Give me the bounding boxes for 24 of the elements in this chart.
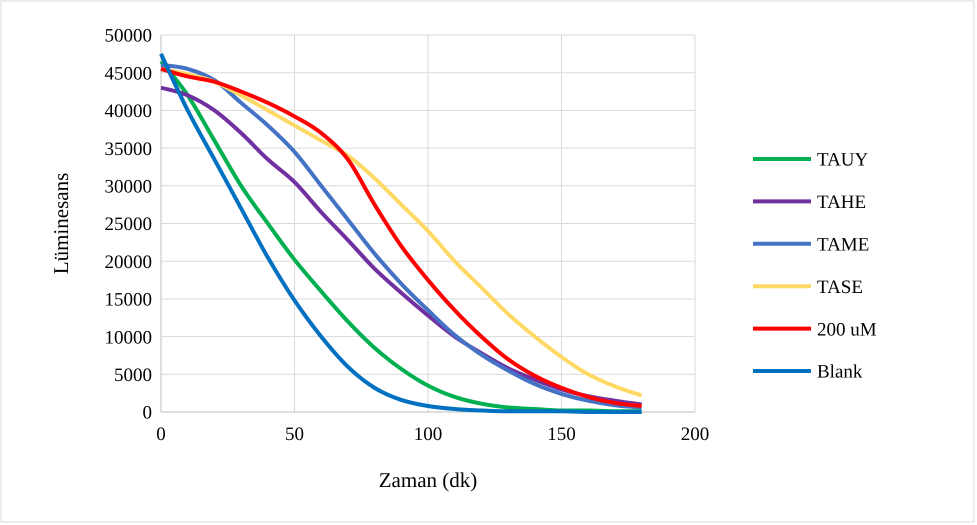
x-tick-label: 0: [156, 424, 166, 445]
x-tick-label: 150: [547, 424, 576, 445]
legend-label: TAUY: [817, 150, 869, 171]
legend-label: TASE: [817, 276, 863, 298]
y-tick-label: 25000: [104, 214, 152, 236]
y-tick-label: 35000: [104, 138, 152, 160]
y-tick-label: 30000: [104, 176, 152, 198]
y-tick-label: 10000: [104, 327, 152, 348]
y-tick-label: 15000: [104, 290, 152, 311]
y-tick-label: 0: [142, 402, 152, 424]
legend-label: Blank: [817, 362, 863, 383]
legend-label: TAHE: [817, 192, 866, 214]
y-tick-label: 45000: [104, 63, 152, 84]
x-tick-label: 200: [680, 424, 710, 445]
x-tick-label: 100: [414, 424, 442, 445]
x-tick-label: 50: [285, 424, 304, 445]
y-axis-title: Lüminesans: [49, 172, 73, 274]
y-tick-label: 20000: [104, 252, 152, 273]
legend-label: 200 uM: [817, 319, 877, 340]
y-tick-label: 5000: [114, 364, 152, 386]
y-tick-label: 40000: [104, 101, 152, 122]
x-axis-title: Zaman (dk): [378, 468, 478, 492]
legend-label: TAME: [817, 234, 870, 256]
y-tick-label: 50000: [104, 26, 152, 47]
